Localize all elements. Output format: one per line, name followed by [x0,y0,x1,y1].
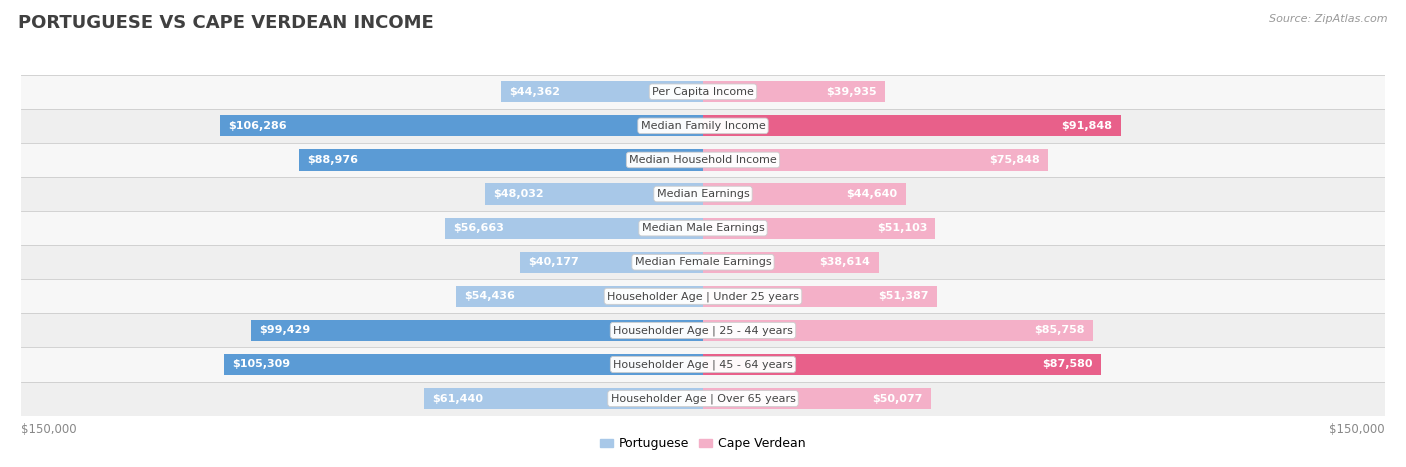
Text: $150,000: $150,000 [1329,423,1385,436]
Text: Householder Age | Under 25 years: Householder Age | Under 25 years [607,291,799,302]
Text: Median Earnings: Median Earnings [657,189,749,199]
Text: Householder Age | 45 - 64 years: Householder Age | 45 - 64 years [613,359,793,370]
Text: $61,440: $61,440 [432,394,482,403]
Bar [703,184,905,205]
Bar [703,286,936,307]
Bar [703,218,935,239]
Bar [703,252,879,273]
Text: $56,663: $56,663 [454,223,505,233]
Text: $150,000: $150,000 [21,423,77,436]
Text: $87,580: $87,580 [1042,360,1092,369]
Bar [456,286,703,307]
Text: $99,429: $99,429 [259,325,311,335]
Text: $54,436: $54,436 [464,291,515,301]
Text: Householder Age | 25 - 44 years: Householder Age | 25 - 44 years [613,325,793,336]
Bar [21,245,1385,279]
Bar [703,149,1047,170]
Bar [21,279,1385,313]
Bar [298,149,703,170]
Text: $39,935: $39,935 [825,87,876,97]
Bar [703,81,884,102]
Text: $88,976: $88,976 [307,155,357,165]
Text: $40,177: $40,177 [529,257,579,267]
Bar [703,115,1121,136]
Bar [21,382,1385,416]
Text: $75,848: $75,848 [988,155,1039,165]
Text: $50,077: $50,077 [872,394,922,403]
Text: $48,032: $48,032 [494,189,544,199]
Bar [423,388,703,409]
Text: Median Female Earnings: Median Female Earnings [634,257,772,267]
Bar [21,109,1385,143]
Bar [21,143,1385,177]
Text: Median Household Income: Median Household Income [628,155,778,165]
Text: $85,758: $85,758 [1035,325,1084,335]
Bar [485,184,703,205]
Bar [21,75,1385,109]
Text: $38,614: $38,614 [820,257,870,267]
Text: PORTUGUESE VS CAPE VERDEAN INCOME: PORTUGUESE VS CAPE VERDEAN INCOME [18,14,434,32]
Bar [502,81,703,102]
Bar [21,211,1385,245]
Text: $51,387: $51,387 [877,291,928,301]
Text: Per Capita Income: Per Capita Income [652,87,754,97]
Text: $51,103: $51,103 [877,223,927,233]
Bar [21,177,1385,211]
Text: Householder Age | Over 65 years: Householder Age | Over 65 years [610,393,796,404]
Text: Source: ZipAtlas.com: Source: ZipAtlas.com [1270,14,1388,24]
Bar [252,320,703,341]
Bar [219,115,703,136]
Text: Median Family Income: Median Family Income [641,121,765,131]
Text: Median Male Earnings: Median Male Earnings [641,223,765,233]
Text: $105,309: $105,309 [232,360,291,369]
Legend: Portuguese, Cape Verdean: Portuguese, Cape Verdean [595,432,811,455]
Bar [21,347,1385,382]
Bar [446,218,703,239]
Bar [21,313,1385,347]
Bar [225,354,703,375]
Text: $44,640: $44,640 [846,189,898,199]
Text: $106,286: $106,286 [228,121,287,131]
Bar [520,252,703,273]
Bar [703,354,1101,375]
Bar [703,320,1092,341]
Text: $44,362: $44,362 [509,87,561,97]
Bar [703,388,931,409]
Text: $91,848: $91,848 [1062,121,1112,131]
